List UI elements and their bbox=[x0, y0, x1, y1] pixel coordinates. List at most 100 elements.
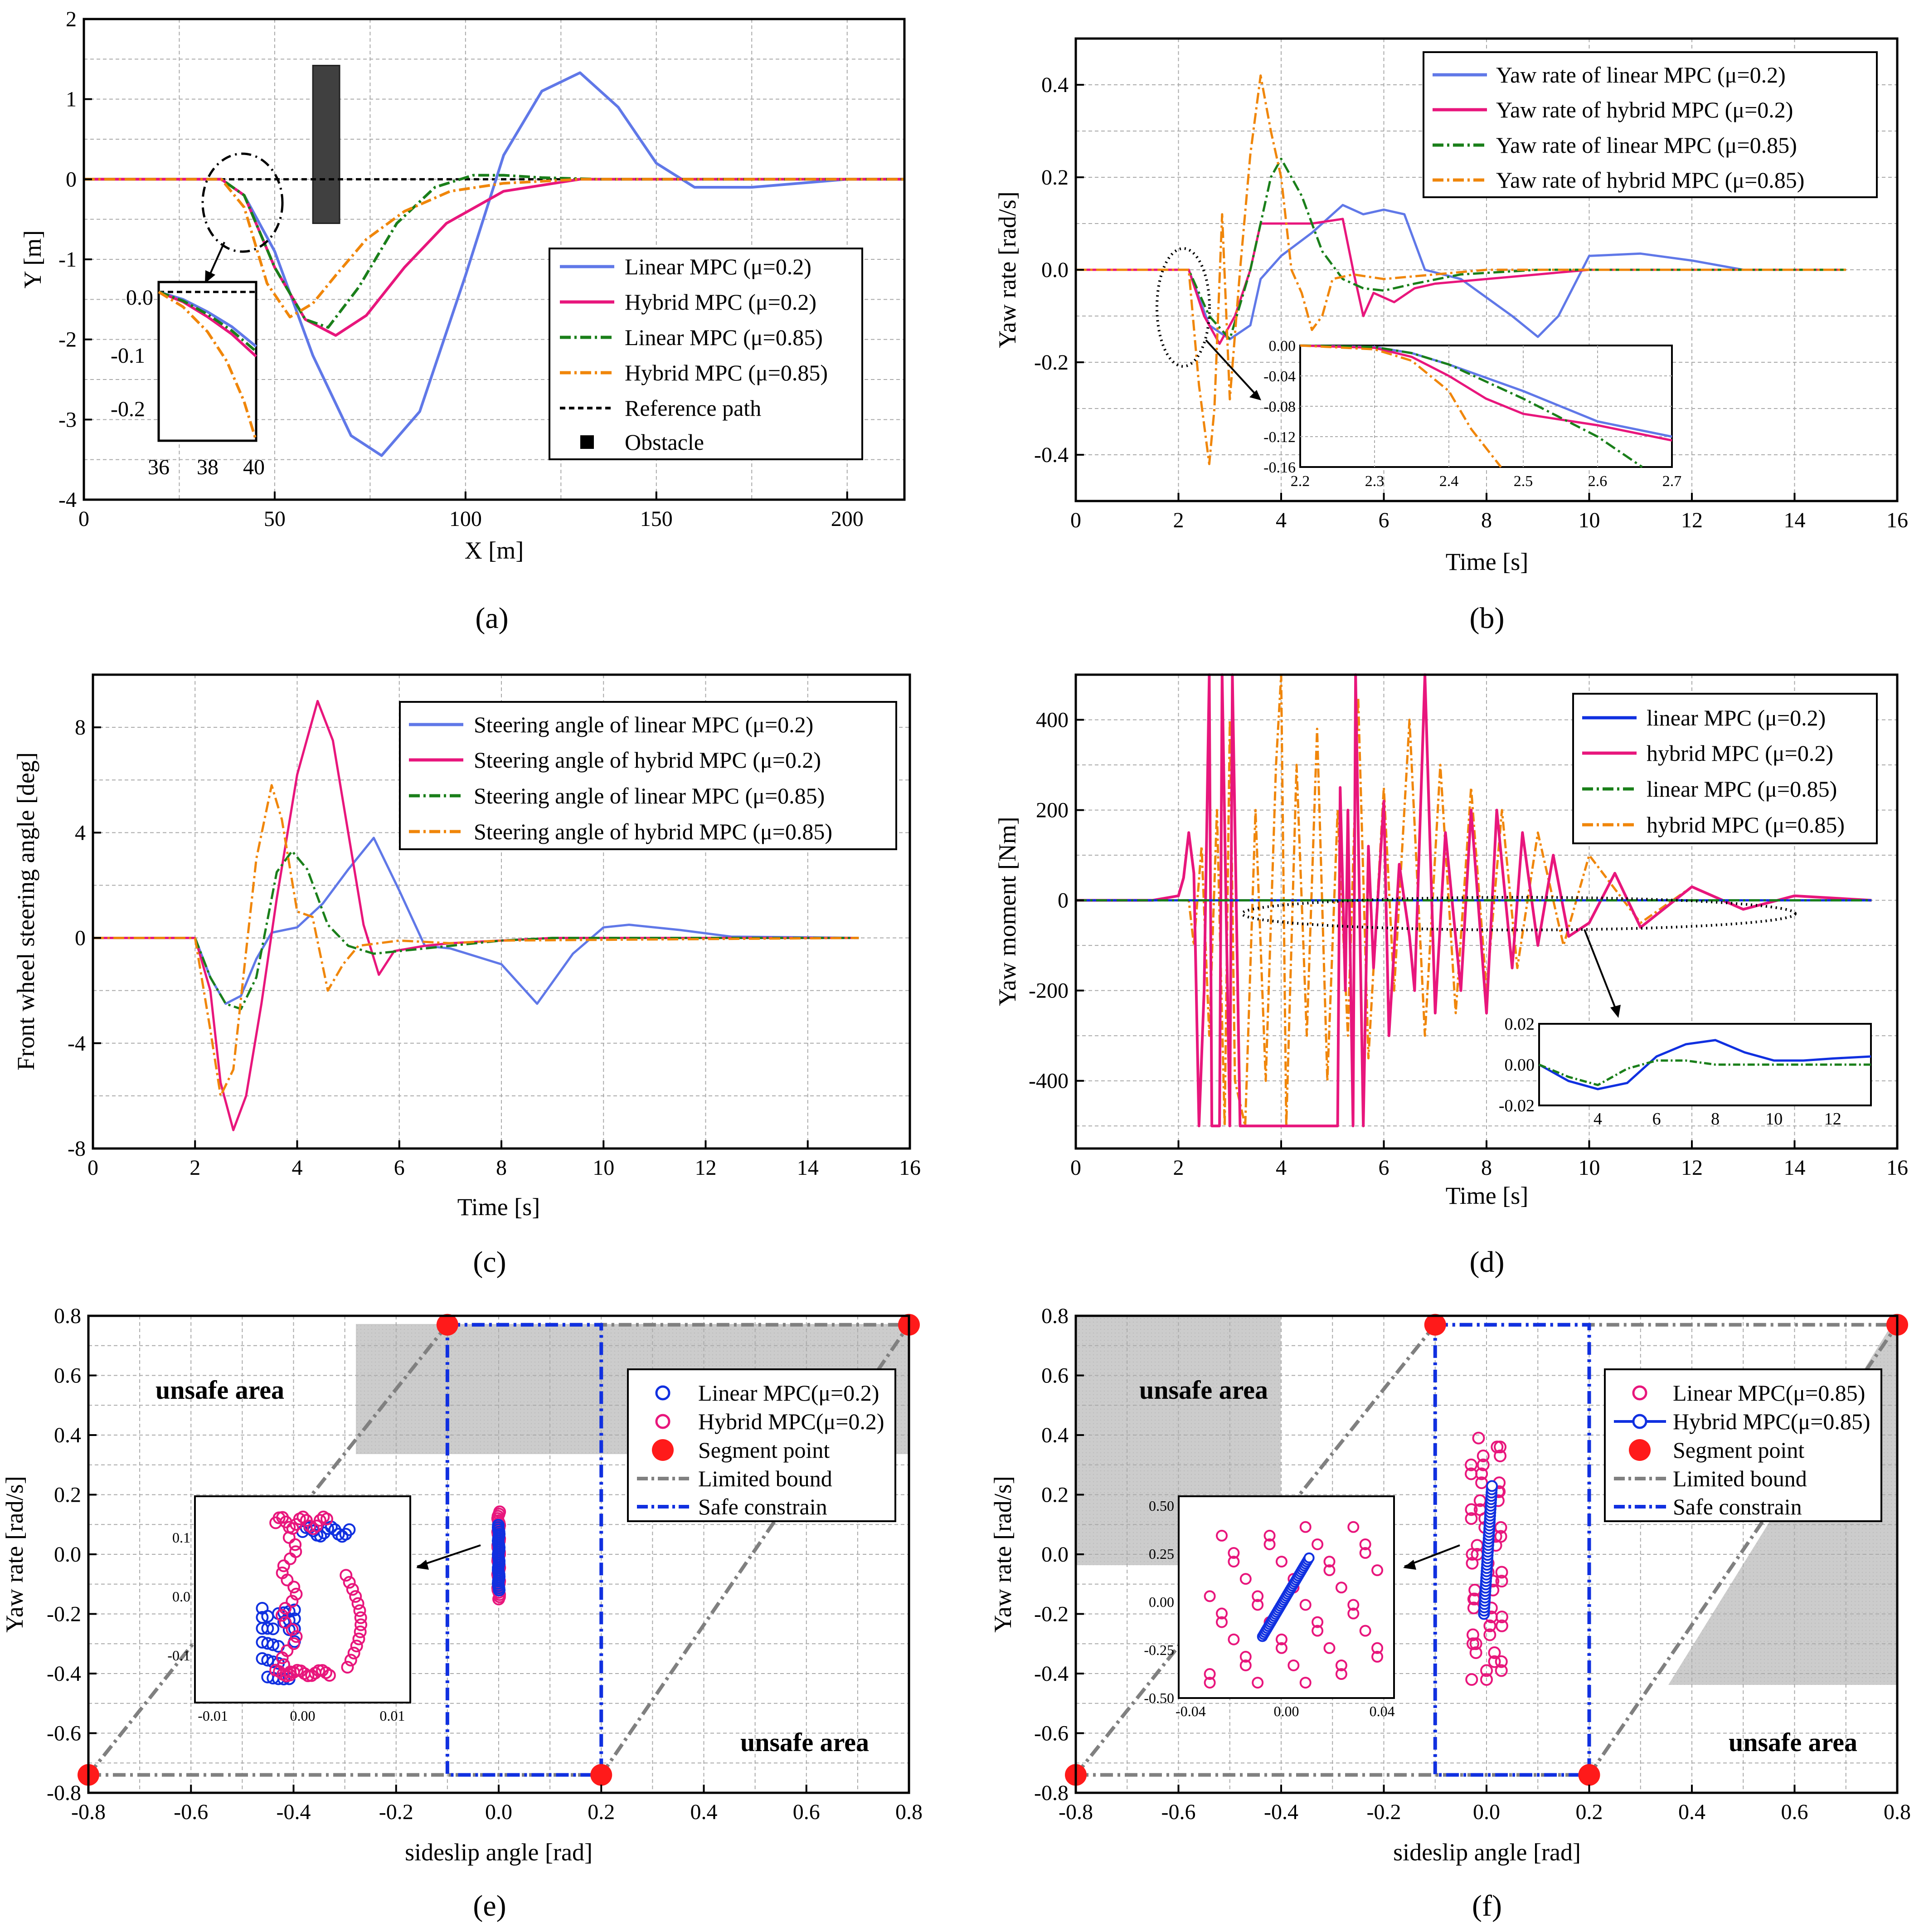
inset-pt-linear-f-0 bbox=[1204, 1677, 1216, 1689]
ytick-f-0: 0.8 bbox=[1041, 1304, 1069, 1328]
inset-pt-hybrid-e-31 bbox=[323, 1669, 336, 1682]
legend-label-a-1: Linear MPC (μ=0.2) bbox=[625, 254, 811, 279]
legend-label-c-1: Steering angle of linear MPC (μ=0.2) bbox=[474, 712, 813, 737]
inset-ytick-f-1: 0.25 bbox=[1149, 1546, 1174, 1562]
inset-pt-hybrid-e-61 bbox=[287, 1637, 301, 1650]
obstacle bbox=[312, 64, 340, 224]
inset-pt-linear-f-5 bbox=[1263, 1538, 1276, 1550]
inset-pt-linear-f-18 bbox=[1239, 1573, 1252, 1585]
inset-pt-hybrid-e-53 bbox=[287, 1581, 301, 1594]
legend-swatch-a-6 bbox=[580, 435, 594, 449]
ytick-e-3: 0.2 bbox=[54, 1483, 81, 1507]
ytick-b-1: 0.2 bbox=[1041, 165, 1069, 190]
inset-pt-linear-f-32 bbox=[1228, 1547, 1240, 1559]
main-pt-linear-f-0 bbox=[1480, 1673, 1493, 1686]
x-axis-label-c: Time [s] bbox=[457, 1193, 540, 1221]
inset-pt-hybrid-e-58 bbox=[279, 1616, 292, 1629]
ticks-f: -0.8 -0.6 -0.4 -0.2 0.0 0.2 0.4 0.6 0.8 0.8 0.6 0.4… bbox=[1034, 1304, 1911, 1824]
xtick-d-6: 12 bbox=[1681, 1156, 1703, 1180]
xtick-d-0: 0 bbox=[1070, 1156, 1081, 1180]
inset-ytick-d-2: -0.02 bbox=[1499, 1096, 1535, 1115]
main-pt-linear-f-2 bbox=[1488, 1655, 1501, 1668]
y-axis-label-b: Yaw rate [rad/s] bbox=[994, 191, 1021, 348]
inset-pt-linear-f-10 bbox=[1323, 1564, 1336, 1577]
inset-pt-hybrid-e-57 bbox=[275, 1609, 288, 1622]
ytick-e-4: 0.0 bbox=[54, 1543, 81, 1567]
ytick-b-2: 0.0 bbox=[1041, 258, 1069, 282]
inset-ytick-b-4: -0.16 bbox=[1263, 459, 1296, 476]
zoom-arrowhead-d bbox=[1610, 1005, 1621, 1018]
main-pt-linear-e-29 bbox=[492, 1518, 505, 1532]
xtick-a-3: 150 bbox=[640, 507, 673, 531]
inset-xtick-f-0: -0.04 bbox=[1176, 1703, 1206, 1719]
inset-pt-hybrid-e-43 bbox=[346, 1583, 359, 1596]
unsafe-area-label-e-2: unsafe area bbox=[740, 1728, 869, 1757]
inset-pt-linear-e-29 bbox=[261, 1637, 274, 1650]
xtick-e-0: -0.8 bbox=[71, 1800, 106, 1824]
inset-pt-hybrid-e-32 bbox=[341, 1661, 354, 1674]
inset-pt-hybrid-e-44 bbox=[343, 1576, 356, 1589]
inset-a: 0.0 -0.1 -0.2 36 38 40 bbox=[111, 281, 265, 479]
legend-label-f-3: Segment point bbox=[1673, 1437, 1804, 1463]
ticks-c: 0 2 4 6 8 10 12 14 16 8 4 0 -4 -8 bbox=[68, 715, 921, 1180]
inset-lines-a bbox=[158, 291, 257, 441]
ytick-a-1: 1 bbox=[66, 88, 77, 112]
main-pt-linear-f-34 bbox=[1483, 1619, 1496, 1632]
inset-line-b-3 bbox=[1300, 344, 1502, 468]
legend-box-a bbox=[549, 248, 863, 460]
inset-xtick-f-2: 0.04 bbox=[1370, 1703, 1395, 1719]
xtick-a-4: 200 bbox=[831, 507, 864, 531]
xtick-b-0: 0 bbox=[1070, 508, 1081, 532]
inset-pt-linear-f-38 bbox=[1299, 1677, 1312, 1689]
inset-pt-hybrid-e-40 bbox=[353, 1604, 366, 1617]
safe-constrain-f bbox=[1433, 1323, 1591, 1777]
inset-ytick-f-3: -0.25 bbox=[1144, 1642, 1174, 1658]
y-axis-label-d: Yaw moment [Nm] bbox=[994, 817, 1021, 1006]
inset-pt-linear-f-28 bbox=[1359, 1625, 1371, 1637]
xtick-e-3: -0.2 bbox=[379, 1800, 413, 1824]
inset-ytick-d-1: 0.00 bbox=[1505, 1056, 1535, 1075]
main-pt-linear-f-5 bbox=[1483, 1628, 1496, 1641]
ytick-a-4: -2 bbox=[58, 328, 77, 352]
main-pt-linear-f-18 bbox=[1465, 1512, 1478, 1525]
legend-label-e-3: Segment point bbox=[698, 1437, 830, 1463]
ytick-a-3: -1 bbox=[58, 248, 77, 272]
main-pt-linear-f-24 bbox=[1477, 1458, 1490, 1471]
inset-pt-linear-f-9 bbox=[1312, 1625, 1324, 1637]
ytick-e-1: 0.6 bbox=[54, 1364, 81, 1388]
inset-pt-hybrid-e-56 bbox=[279, 1602, 292, 1615]
panel-label-d: (d) bbox=[1470, 1246, 1505, 1279]
ytick-d-4: -400 bbox=[1029, 1069, 1069, 1093]
xtick-f-3: -0.2 bbox=[1367, 1800, 1401, 1824]
main-pt-linear-f-30 bbox=[1495, 1655, 1508, 1668]
ticks-b: 0 2 4 6 8 10 12 14 16 0.4 0.2 0.0 -0.2 -0.4 bbox=[1034, 73, 1908, 532]
xtick-b-3: 6 bbox=[1379, 508, 1389, 532]
xtick-b-8: 16 bbox=[1886, 508, 1908, 532]
ytick-f-2: 0.4 bbox=[1041, 1423, 1069, 1447]
inset-xtick-e-1: 0.00 bbox=[290, 1708, 316, 1724]
legend-box-d bbox=[1572, 693, 1878, 844]
inset-ytick-b-2: -0.08 bbox=[1263, 399, 1296, 415]
inset-pt-hybrid-e-52 bbox=[281, 1573, 294, 1586]
panel-b: 0 2 4 6 8 10 12 14 16 0.4 0.2 0.0 -0.2 -0.4 2.2 2.3 2.4… bbox=[994, 37, 1908, 635]
legend-label-a-4: Hybrid MPC (μ=0.85) bbox=[625, 360, 828, 385]
inset-ticks-b: 2.2 2.3 2.4 2.5 2.6 2.7 0.00 -0.04 -0.08 -0.12 -0.… bbox=[1263, 338, 1681, 490]
legend-label-c-3: Steering angle of linear MPC (μ=0.85) bbox=[474, 783, 825, 808]
xtick-d-5: 10 bbox=[1579, 1156, 1600, 1180]
inset-pt-hybrid-e-49 bbox=[284, 1552, 297, 1565]
y-axis-label-c: Front wheel steering angle [deg] bbox=[12, 752, 39, 1071]
legend-box-c bbox=[399, 701, 897, 850]
xtick-f-0: -0.8 bbox=[1059, 1800, 1093, 1824]
inset-ytick-f-0: 0.50 bbox=[1149, 1498, 1174, 1514]
zoom-arrowhead-f bbox=[1403, 1560, 1416, 1570]
series-line-b-1 bbox=[1076, 218, 1846, 345]
ytick-f-1: 0.6 bbox=[1041, 1364, 1069, 1388]
inset-pt-hybrid-e-54 bbox=[290, 1587, 303, 1601]
inset-xtick-b-2: 2.4 bbox=[1439, 473, 1459, 490]
inset-pt-linear-f-23 bbox=[1299, 1599, 1312, 1611]
points-e bbox=[491, 1505, 506, 1606]
x-axis-label-e: sideslip angle [rad] bbox=[405, 1839, 593, 1866]
zoom-arrowhead-e bbox=[416, 1560, 429, 1570]
legend-label-d-3: linear MPC (μ=0.85) bbox=[1647, 776, 1837, 802]
inset-pt-hybrid-e-28 bbox=[312, 1664, 326, 1677]
